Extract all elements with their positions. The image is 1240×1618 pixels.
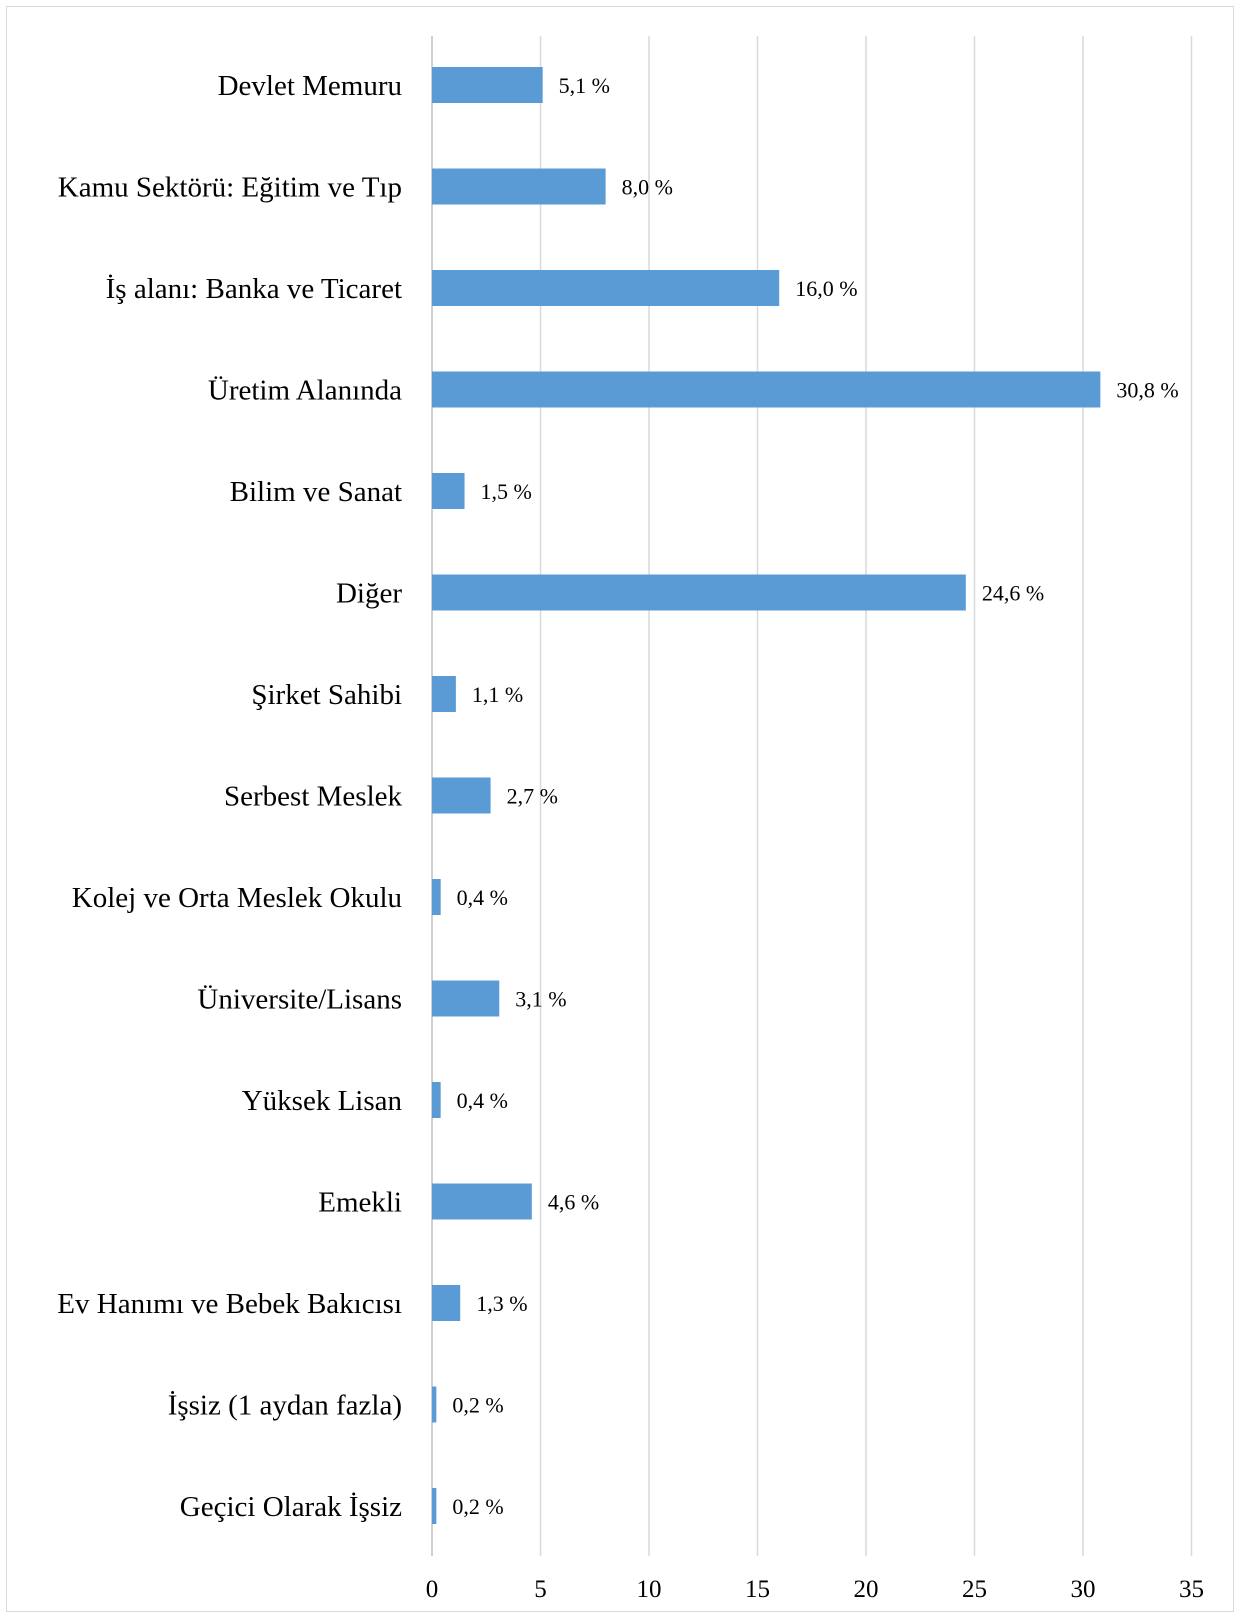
data-label-7: 1,1 % xyxy=(472,682,523,707)
data-label-10: 3,1 % xyxy=(515,987,566,1012)
data-label-11: 0,4 % xyxy=(457,1088,508,1113)
x-tick-label-30: 30 xyxy=(1071,1576,1096,1603)
category-label-1: Devlet Memuru xyxy=(218,70,402,102)
x-tick-label-25: 25 xyxy=(962,1576,987,1603)
data-label-14: 0,2 % xyxy=(452,1393,503,1418)
bar-5 xyxy=(432,473,465,509)
x-tick-label-10: 10 xyxy=(637,1576,662,1603)
category-label-15: Geçici Olarak İşsiz xyxy=(180,1491,402,1523)
bar-8 xyxy=(432,777,491,814)
data-label-1: 5,1 % xyxy=(559,73,610,98)
data-labels: 5,1 % 8,0 % 16,0 % 30,8 % 1,5 % 24,6 % 1,1 % 2,… xyxy=(452,73,1178,1519)
category-label-3: İş alanı: Banka ve Ticaret xyxy=(106,273,402,305)
data-label-15: 0,2 % xyxy=(452,1494,503,1519)
category-label-5: Bilim ve Sanat xyxy=(230,476,402,508)
bar-9 xyxy=(432,879,441,915)
category-label-12: Emekli xyxy=(318,1187,402,1219)
bars xyxy=(432,67,1101,1524)
bar-1 xyxy=(432,67,543,103)
bar-12 xyxy=(432,1183,532,1220)
x-tick-label-20: 20 xyxy=(854,1576,879,1603)
x-tick-label-35: 35 xyxy=(1179,1576,1204,1603)
category-label-2: Kamu Sektörü: Eğitim ve Tıp xyxy=(58,172,402,204)
x-tick-label-5: 5 xyxy=(534,1576,547,1603)
category-label-10: Üniversite/Lisans xyxy=(197,984,402,1016)
data-label-3: 16,0 % xyxy=(795,276,857,301)
x-tick-label-15: 15 xyxy=(745,1576,770,1603)
category-label-11: Yüksek Lisan xyxy=(242,1085,403,1117)
bar-7 xyxy=(432,676,456,712)
data-label-4: 30,8 % xyxy=(1116,378,1178,403)
data-label-8: 2,7 % xyxy=(507,784,558,809)
category-label-13: Ev Hanımı ve Bebek Bakıcısı xyxy=(57,1288,402,1320)
bar-14 xyxy=(432,1386,437,1423)
bar-2 xyxy=(432,168,606,205)
bar-10 xyxy=(432,980,500,1017)
data-label-6: 24,6 % xyxy=(982,581,1044,606)
category-label-14: İşsiz (1 aydan fazla) xyxy=(168,1390,402,1422)
bar-13 xyxy=(432,1285,461,1321)
bar-11 xyxy=(432,1082,441,1118)
category-label-7: Şirket Sahibi xyxy=(251,679,402,711)
data-label-9: 0,4 % xyxy=(457,885,508,910)
data-label-5: 1,5 % xyxy=(481,479,532,504)
category-label-8: Serbest Meslek xyxy=(224,781,402,813)
x-axis-tick-labels: 0 5 10 15 20 25 30 35 xyxy=(426,1576,1204,1603)
category-label-4: Üretim Alanında xyxy=(208,375,402,407)
bar-3 xyxy=(432,270,780,306)
bar-4 xyxy=(432,371,1101,408)
data-label-12: 4,6 % xyxy=(548,1190,599,1215)
category-labels: Devlet Memuru Kamu Sektörü: Eğitim ve Tıp… xyxy=(57,70,402,1523)
bar-6 xyxy=(432,574,966,611)
data-label-13: 1,3 % xyxy=(476,1291,527,1316)
category-label-9: Kolej ve Orta Meslek Okulu xyxy=(72,882,402,914)
category-label-6: Diğer xyxy=(336,578,402,610)
x-tick-label-0: 0 xyxy=(426,1576,439,1603)
data-label-2: 8,0 % xyxy=(622,175,673,200)
bar-15 xyxy=(432,1488,437,1524)
